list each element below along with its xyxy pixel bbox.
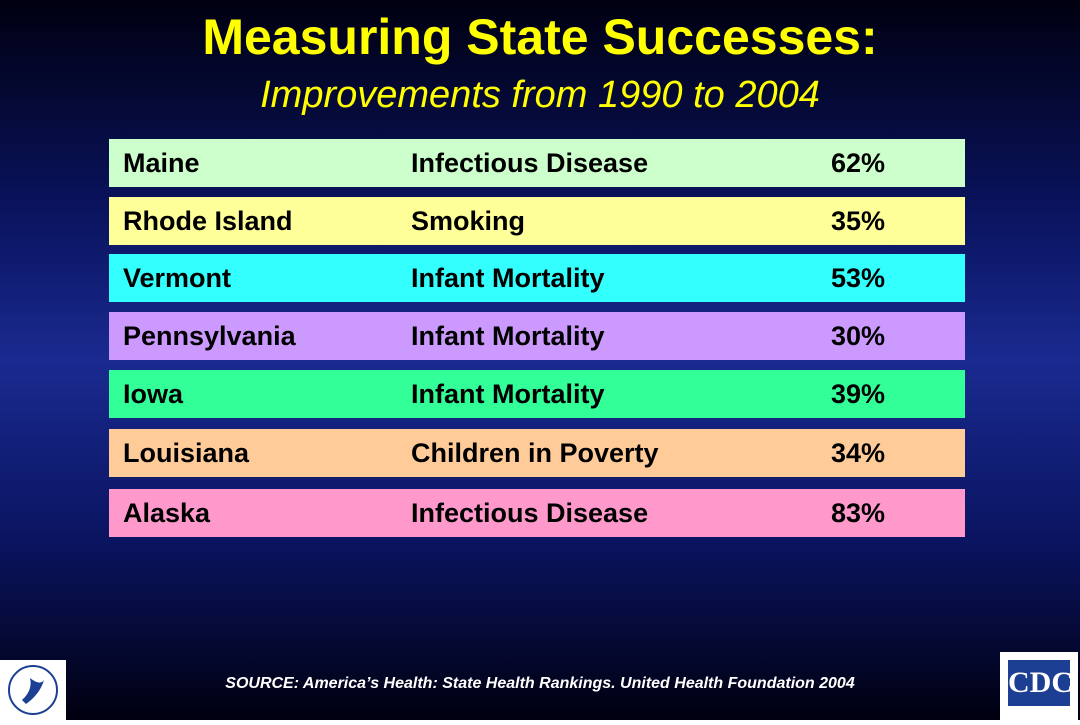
improvement: 83% — [831, 498, 886, 528]
table-row: Rhode Island Smoking 35% — [109, 197, 965, 245]
improvement: 53% — [831, 263, 886, 293]
state: Pennsylvania — [123, 321, 296, 351]
improvement: 39% — [831, 379, 886, 409]
state: Iowa — [123, 379, 184, 409]
measure: Infant Mortality — [411, 321, 605, 351]
hhs-emblem — [8, 665, 58, 715]
state: Vermont — [123, 263, 232, 293]
measure: Children in Poverty — [411, 438, 659, 468]
state: Alaska — [123, 498, 211, 528]
improvement: 35% — [831, 206, 886, 236]
table-row: Alaska Infectious Disease 83% — [109, 489, 965, 537]
table-row: Iowa Infant Mortality 39% — [109, 370, 965, 418]
source-note: SOURCE: America’s Health: State Health R… — [225, 675, 855, 692]
measure: Infectious Disease — [411, 498, 649, 528]
table-row: Pennsylvania Infant Mortality 30% — [109, 312, 965, 360]
state: Louisiana — [123, 438, 250, 468]
measure: Infectious Disease — [411, 148, 649, 178]
hhs-logo — [0, 660, 66, 720]
improvement: 30% — [831, 321, 886, 351]
table-row: Maine Infectious Disease 62% — [109, 139, 965, 187]
title: Measuring State Successes: — [202, 9, 878, 65]
table-row: Vermont Infant Mortality 53% — [109, 254, 965, 302]
improvement: 62% — [831, 148, 886, 178]
measure: Smoking — [411, 206, 526, 236]
state: Rhode Island — [123, 206, 293, 236]
measure: Infant Mortality — [411, 263, 605, 293]
cdc-logo: CDC — [1000, 652, 1078, 720]
subtitle: Improvements from 1990 to 2004 — [260, 74, 820, 116]
state: Maine — [123, 148, 200, 178]
measure: Infant Mortality — [411, 379, 605, 409]
improvement: 34% — [831, 438, 886, 468]
cdc-logo-text: CDC — [1008, 660, 1073, 706]
table-row: Louisiana Children in Poverty 34% — [109, 429, 965, 477]
